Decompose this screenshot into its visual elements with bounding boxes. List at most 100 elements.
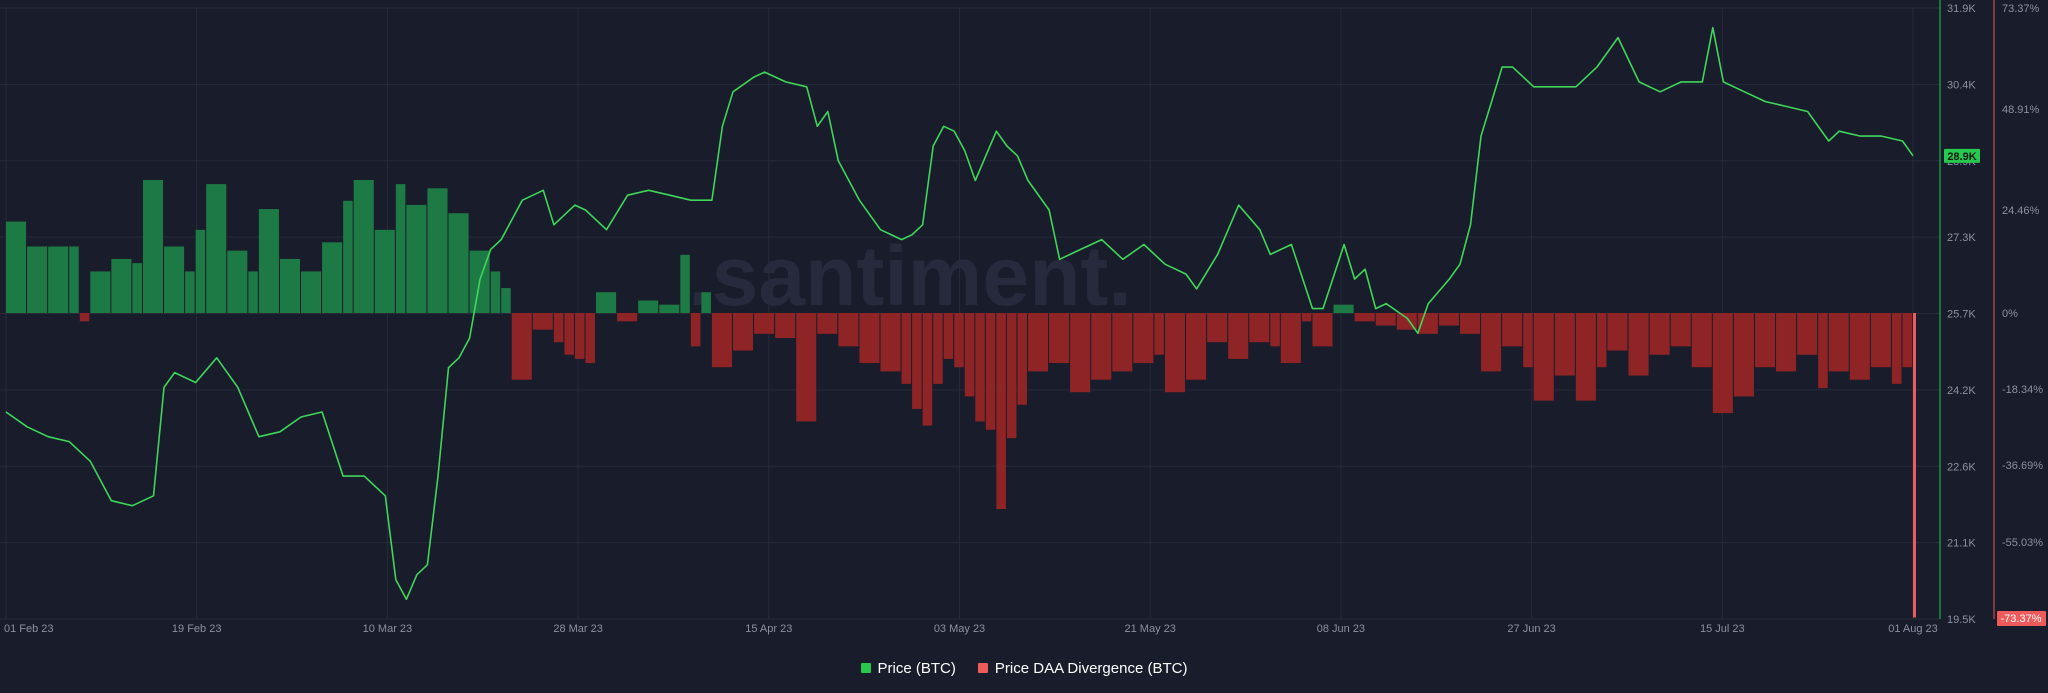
divergence-bar-negative [996, 313, 1006, 510]
divergence-bar-negative [1776, 313, 1797, 372]
legend-item-divergence[interactable]: Price DAA Divergence (BTC) [977, 660, 1187, 677]
divergence-bar-positive [164, 246, 185, 313]
divergence-bar-negative [1459, 313, 1481, 334]
divergence-bar-negative [585, 313, 596, 364]
divergence-bar-negative [1649, 313, 1670, 355]
divergence-bar-negative [1133, 313, 1154, 364]
price-tick-label: 19.5K [1947, 614, 1976, 626]
date-tick-label: 15 Jul 23 [1700, 623, 1745, 635]
divergence-bar-positive [185, 271, 195, 313]
divergence-bar-negative [553, 313, 564, 343]
divergence-bar-negative [1733, 313, 1754, 397]
date-tick-label: 01 Feb 23 [4, 623, 54, 635]
divergence-tick-label: 0% [2002, 308, 2018, 320]
divergence-bar-negative [617, 313, 638, 322]
price-tick-label: 21.1K [1947, 538, 1976, 550]
legend-swatch-divergence [977, 663, 988, 673]
divergence-bar-negative [1301, 313, 1312, 322]
divergence-bar-negative [1049, 313, 1070, 364]
price-badge [1944, 148, 1980, 163]
divergence-bar-negative [1186, 313, 1207, 380]
divergence-bar-positive [142, 179, 164, 313]
price-badge-label: 28.9K [1947, 151, 1976, 163]
divergence-bar-positive [258, 209, 279, 313]
legend-label-price: Price (BTC) [877, 659, 956, 677]
price-tick-label: 30.4K [1947, 79, 1976, 91]
price-line [5, 26, 1914, 601]
divergence-bar-positive [27, 246, 48, 313]
divergence-bar-negative [1575, 313, 1596, 401]
date-tick-label: 03 May 23 [934, 623, 985, 635]
divergence-bar-negative [838, 313, 859, 347]
axes: 31.9K 30.4K 28.9K 27.3K 25.7K 24.2K 22.6K 21.1K… [4, 0, 2046, 635]
divergence-bar-negative [1870, 313, 1891, 368]
divergence-bar-negative [1913, 313, 1916, 618]
divergence-bar-negative [754, 313, 775, 334]
divergence-bar-negative [511, 313, 532, 380]
legend-item-price[interactable]: Price (BTC) [860, 659, 956, 677]
divergence-bar-negative [1091, 313, 1112, 380]
price-tick-label: 31.9K [1947, 3, 1976, 15]
divergence-bar-positive [301, 271, 322, 313]
divergence-bar-negative [880, 313, 901, 372]
divergence-bar-negative [1554, 313, 1575, 376]
date-tick-label: 10 Mar 23 [363, 623, 413, 635]
divergence-bar-positive [90, 271, 111, 313]
divergence-bar-negative [1818, 313, 1828, 389]
date-tick-label: 01 Aug 23 [1888, 623, 1938, 635]
divergence-bar-positive [227, 250, 248, 313]
divergence-bar-negative [1438, 313, 1459, 326]
divergence-bar-positive [406, 204, 427, 313]
divergence-bar-negative [711, 313, 732, 368]
divergence-tick-label: 24.46% [2002, 205, 2040, 217]
divergence-tick-label: 48.91% [2002, 104, 2040, 116]
divergence-bar-negative [1280, 313, 1301, 364]
divergence-bar-negative [1154, 313, 1164, 355]
divergence-bar-negative [1354, 313, 1375, 322]
divergence-bar-negative [1596, 313, 1607, 368]
divergence-bar-negative [1502, 313, 1523, 347]
divergence-bar-negative [943, 313, 954, 359]
divergence-bar-positive [248, 271, 258, 313]
divergence-bar-negative [1754, 313, 1776, 368]
divergence-bar-positive [343, 200, 353, 313]
price-tick-label: 22.6K [1947, 461, 1976, 473]
divergence-bar-negative [1849, 313, 1870, 380]
divergence-bar-positive [48, 246, 69, 313]
date-tick-label: 19 Feb 23 [172, 623, 222, 635]
date-tick-label: 08 Jun 23 [1317, 623, 1365, 635]
divergence-bar-positive [680, 254, 690, 313]
divergence-bar-negative [1523, 313, 1533, 368]
divergence-tick-label: -18.34% [2002, 384, 2043, 396]
divergence-bar-negative [1691, 313, 1712, 368]
divergence-bar-negative [1017, 313, 1027, 405]
divergence-bar-negative [574, 313, 585, 359]
divergence-bar-negative [817, 313, 838, 334]
divergence-tick-label: -55.03% [2002, 537, 2043, 549]
divergence-bar-positive [6, 221, 27, 313]
divergence-bar-negative [985, 313, 996, 430]
divergence-bar-positive [111, 258, 132, 313]
divergence-bar-negative [1607, 313, 1628, 351]
divergence-bar-positive [132, 263, 142, 313]
divergence-bar-positive [353, 179, 374, 313]
divergence-bar-positive [659, 304, 680, 313]
divergence-bar-negative [1375, 313, 1396, 326]
divergence-bar-positive [701, 292, 711, 313]
divergence-bar-negative [532, 313, 553, 330]
divergence-bar-negative [933, 313, 943, 384]
divergence-bar-negative [1312, 313, 1333, 347]
divergence-bar-positive [195, 229, 206, 313]
divergence-bar-negative [912, 313, 922, 409]
divergence-bar-positive [279, 258, 301, 313]
divergence-bar-positive [448, 213, 469, 313]
divergence-bar-negative [975, 313, 985, 422]
divergence-bar-negative [1828, 313, 1849, 372]
divergence-bar-negative [1670, 313, 1691, 347]
legend-swatch-price [860, 663, 871, 673]
divergence-bar-negative [1533, 313, 1554, 401]
divergence-bar-negative [1070, 313, 1091, 393]
divergence-bar-positive [395, 184, 406, 313]
